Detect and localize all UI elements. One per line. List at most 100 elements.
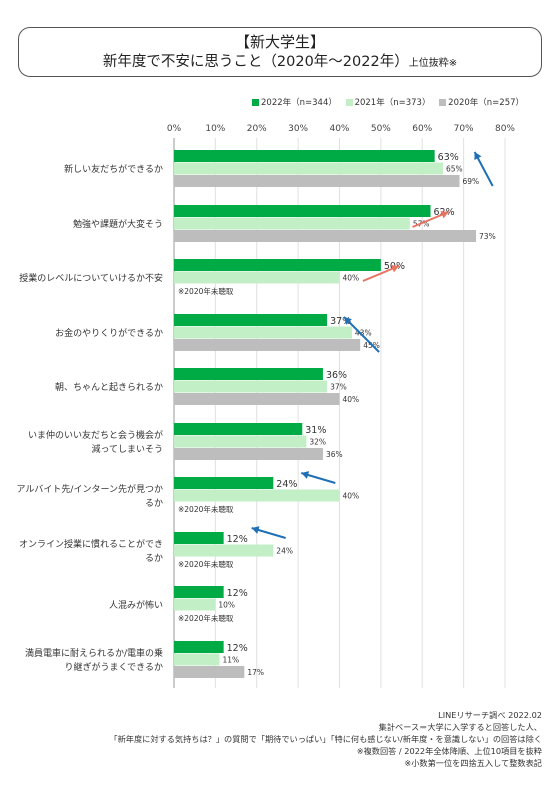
category-label: るか <box>145 498 163 509</box>
trend-down-arrow-icon <box>301 471 310 479</box>
data-label-2022: 63% <box>438 152 459 163</box>
bar-2020 <box>174 339 361 351</box>
x-tick-label: 10% <box>205 124 225 134</box>
trend-arrow-shaft <box>343 316 380 353</box>
data-label-2021: 24% <box>276 547 293 556</box>
trend-up-arrow-icon <box>390 265 399 273</box>
data-label-2021: 11% <box>223 656 240 665</box>
x-tick-label: 70% <box>454 124 474 134</box>
bar-2022 <box>174 423 303 435</box>
bar-chart: 0% 10% 20% 30% 40% 50% 60% 70% 80% 63% 65% 69% 新しい友だ… <box>17 124 515 688</box>
footer-base: 集計ベース＝大学に入学すると回答した人、 <box>378 722 542 732</box>
x-tick-label: 0% <box>167 124 182 134</box>
x-tick-label: 20% <box>247 124 267 134</box>
bar-2021 <box>174 653 220 666</box>
not-surveyed-note: ※2020年未聴取 <box>178 559 234 569</box>
footer-note-rounding: ※小数第一位を四捨五入して整数表記 <box>404 758 542 768</box>
bar-2022 <box>174 641 224 653</box>
data-label-2022: 36% <box>326 370 347 381</box>
not-surveyed-note: ※2020年未聴取 <box>178 613 234 623</box>
x-tick-label: 30% <box>288 124 308 134</box>
bar-2022 <box>174 259 381 271</box>
trend-down-arrow-icon <box>474 152 482 161</box>
bar-2021 <box>174 326 352 339</box>
bar-2021 <box>174 435 307 448</box>
footer-note-multiple: ※複数回答 / 2022年全体降順、上位10項目を抜粋 <box>356 746 542 756</box>
bar-2021 <box>174 162 443 175</box>
x-tick-label: 40% <box>329 124 349 134</box>
legend: 2022年（n=344） 2021年（n=373） 2020年（n=257） <box>252 96 530 108</box>
bar-2021 <box>174 380 328 393</box>
bar-2020 <box>174 230 477 242</box>
data-label-2022: 37% <box>330 316 351 327</box>
trend-up-arrow-icon <box>440 211 449 219</box>
data-label-2021: 32% <box>309 438 326 447</box>
data-label-2021: 10% <box>218 601 235 610</box>
legend-swatch-2021 <box>345 99 353 106</box>
legend-swatch-2020 <box>439 99 447 106</box>
title-box: 【新大学生】 新年度で不安に思うこと（2020年～2022年）上位抜粋※ <box>18 27 542 77</box>
category-label: お金のやりくりができるか <box>55 327 163 339</box>
legend-label-2021: 2021年（n=373） <box>354 98 431 108</box>
data-label-2021: 40% <box>343 274 360 283</box>
category-label: 勉強や課題が大変そう <box>73 218 163 230</box>
data-label-2022: 12% <box>227 534 248 545</box>
bar-2022 <box>174 314 328 326</box>
footer-exclusion: 「新年度に対する気持ちは？」の質問で「期待でいっぱい」「特に何も感じない/新年度… <box>109 734 542 744</box>
data-label-2022: 12% <box>227 643 248 654</box>
category-label: 減ってしまいそう <box>91 443 163 455</box>
bar-2020 <box>174 666 245 678</box>
chart-subtitle: 新年度で不安に思うこと（2020年～2022年）上位抜粋※ <box>19 52 541 74</box>
bar-2022 <box>174 532 224 544</box>
legend-item-2020: 2020年（n=257） <box>439 98 524 108</box>
data-label-2020: 40% <box>343 395 360 404</box>
bar-2022 <box>174 150 435 162</box>
bar-2021 <box>174 489 340 502</box>
category-label: アルバイト先/インターン先が見つか <box>17 483 164 495</box>
data-label-2021: 37% <box>330 383 347 392</box>
bar-2020 <box>174 448 323 460</box>
legend-label-2020: 2020年（n=257） <box>448 98 525 108</box>
not-surveyed-note: ※2020年未聴取 <box>178 504 234 514</box>
data-label-2020: 17% <box>247 668 264 677</box>
data-label-2020: 69% <box>462 177 479 186</box>
data-label-2021: 65% <box>446 165 463 174</box>
subtitle-suffix: 上位抜粋※ <box>408 58 458 69</box>
category-label: オンライン授業に慣れることができ <box>19 538 163 550</box>
bar-2021 <box>174 217 410 230</box>
trend-down-arrow-icon <box>251 526 260 534</box>
data-label-2022: 24% <box>276 479 297 490</box>
category-label: り継ぎがうまくできるか <box>64 661 163 673</box>
x-tick-label: 60% <box>412 124 432 134</box>
data-label-2022: 31% <box>305 425 326 436</box>
data-label-2020: 73% <box>479 232 496 241</box>
data-label-2021: 43% <box>355 329 372 338</box>
category-label: 授業のレベルについていけるか不安 <box>19 272 163 284</box>
not-surveyed-note: ※2020年未聴取 <box>178 286 234 296</box>
data-label-2021: 40% <box>343 492 360 501</box>
category-label: 新しい友だちができるか <box>64 163 163 175</box>
x-tick-label: 80% <box>495 124 515 134</box>
category-label: 人混みが怖い <box>109 599 163 611</box>
category-label: 朝、ちゃんと起きられるか <box>55 382 163 393</box>
bar-2022 <box>174 586 224 598</box>
footer-source: LINEリサーチ調べ 2022.02 <box>438 710 542 720</box>
category-label: るか <box>145 553 163 564</box>
bar-2020 <box>174 393 340 405</box>
bar-2021 <box>174 598 216 611</box>
trend-down-arrow-icon <box>344 317 352 325</box>
legend-label-2022: 2022年（n=344） <box>261 98 337 108</box>
bar-2021 <box>174 271 340 284</box>
category-label: いま仲のいい友だちと会う機会が <box>28 429 163 441</box>
footer: LINEリサーチ調べ 2022.02 集計ベース＝大学に入学すると回答した人、 … <box>109 709 542 769</box>
legend-swatch-2022 <box>252 99 259 106</box>
legend-item-2021: 2021年（n=373） <box>345 98 431 108</box>
data-label-2020: 36% <box>326 450 343 459</box>
legend-item-2022: 2022年（n=344） <box>252 98 337 108</box>
category-label: 満員電車に耐えられるか/電車の乗 <box>25 647 163 659</box>
bar-2020 <box>174 175 460 187</box>
chart-title: 【新大学生】 <box>234 33 325 51</box>
bar-2021 <box>174 544 274 557</box>
x-tick-label: 50% <box>371 124 391 134</box>
bar-2022 <box>174 205 431 217</box>
